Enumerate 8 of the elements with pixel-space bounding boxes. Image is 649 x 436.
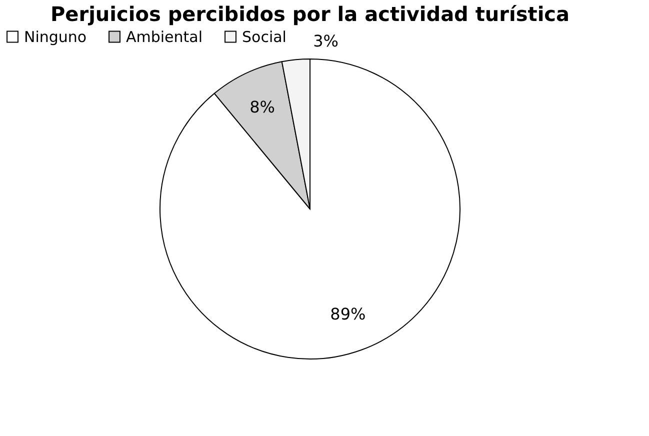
chart-title: Perjuicios percibidos por la actividad turística (50, 2, 570, 26)
data-label: 8% (250, 98, 276, 117)
legend-label: Social (242, 28, 286, 46)
data-label: 3% (313, 32, 339, 51)
pie-slice (214, 61, 310, 210)
legend-label: Ambiental (126, 28, 203, 46)
legend-label: Ninguno (24, 28, 87, 46)
data-label: 89% (330, 304, 366, 324)
